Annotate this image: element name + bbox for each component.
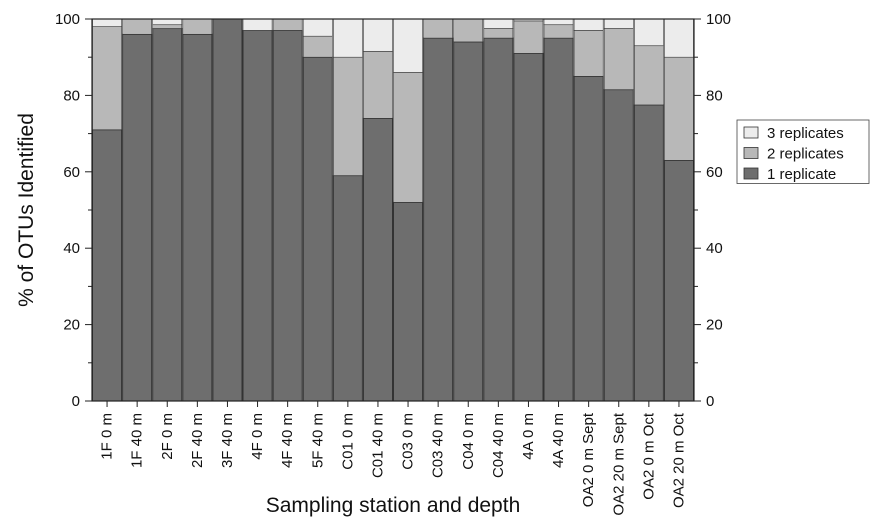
bar-segment-1-replicate-5 [242, 29, 273, 402]
bar-segment-2-replicates-9 [363, 51, 393, 119]
legend-swatch [743, 167, 759, 180]
y-axis-left: 0 20 40 60 80 100 [55, 11, 92, 410]
x-tick-label: OA2 0 m Sept [580, 412, 597, 507]
bar-segment-1-replicate-9 [362, 117, 393, 402]
bar-segment-2-replicates-15 [543, 24, 574, 39]
bar-segment-2-replicates-11 [423, 18, 454, 39]
bar-segment-2-replicates-8 [332, 56, 363, 176]
x-tick-label: 4F 40 m [279, 413, 296, 468]
x-tick-label: 4A 0 m [520, 413, 537, 460]
bar-segment-1-replicate-8 [332, 175, 363, 402]
bar-segment-2-replicates-14 [513, 20, 544, 54]
x-axis-title: Sampling station and depth [266, 494, 521, 517]
x-tick-label: C04 40 m [490, 413, 507, 478]
bar-segment-1-replicate-12 [453, 41, 484, 402]
bar-segment-1-replicate-10 [393, 201, 424, 402]
bar-segment-2-replicates-13 [483, 28, 514, 39]
legend-label: 3 replicates [767, 125, 844, 142]
bar-segment-1-replicate-18 [633, 104, 664, 402]
y-tick-label-left: 100 [55, 11, 80, 28]
bar-segment-1-replicate-7 [302, 56, 333, 402]
bar-segment-2-replicates-17 [603, 28, 634, 90]
bar-segment-3-replicates-7 [302, 18, 333, 37]
y-axis-right: 0 20 40 60 80 100 [694, 11, 731, 410]
bar-segment-3-replicates-18 [633, 18, 664, 47]
bar-segment-3-replicates-13 [483, 18, 514, 29]
x-tick-label: C03 0 m [400, 413, 417, 470]
bar-segment-2-replicates-16 [573, 30, 604, 77]
bar-segment-2-replicates-18 [633, 45, 664, 106]
bar-segment-1-replicate-3 [182, 33, 213, 402]
y-tick-label-left: 40 [63, 240, 80, 257]
y-tick-label-right: 40 [706, 240, 723, 257]
y-axis-title: % of OTUs Identified [15, 113, 38, 307]
bar-segment-3-replicates-0 [92, 18, 122, 27]
y-tick-label-right: 100 [706, 11, 731, 28]
x-tick-label: OA2 20 m Sept [610, 412, 627, 515]
bar-segment-2-replicates-7 [302, 35, 333, 58]
bar-segment-3-replicates-19 [664, 18, 694, 58]
bar-segment-1-replicate-14 [513, 52, 544, 402]
x-tick-label: C01 40 m [369, 413, 386, 478]
bar-segment-1-replicate-4 [212, 18, 243, 402]
x-tick-label: 2F 0 m [159, 413, 176, 460]
y-tick-label-left: 80 [63, 87, 80, 104]
bar-segment-3-replicates-2 [152, 18, 183, 26]
bar-segment-3-replicates-5 [242, 18, 273, 31]
bar-segment-2-replicates-6 [272, 18, 303, 31]
y-tick-label-left: 60 [63, 164, 80, 181]
bar-segment-1-replicate-2 [152, 28, 183, 402]
x-tick-label: C03 40 m [430, 413, 447, 478]
bar-segment-3-replicates-10 [393, 18, 423, 73]
bar-segment-2-replicates-1 [122, 18, 152, 35]
y-tick-label-right: 20 [706, 317, 723, 334]
legend-swatch [743, 126, 759, 139]
y-tick-label-right: 80 [706, 87, 723, 104]
x-tick-label: 1F 40 m [129, 413, 146, 468]
x-tick-label: 4A 40 m [550, 413, 567, 468]
bar-segment-1-replicate-0 [92, 129, 123, 402]
bar-segment-1-replicate-11 [423, 37, 454, 402]
bar-segment-2-replicates-19 [664, 56, 694, 161]
y-tick-label-left: 20 [63, 317, 80, 334]
bar-segment-1-replicate-15 [543, 37, 574, 402]
bar-segment-3-replicates-9 [363, 18, 393, 52]
bar-segment-1-replicate-6 [272, 29, 303, 402]
bar-segment-1-replicate-1 [122, 33, 153, 402]
y-tick-label-right: 0 [706, 393, 714, 410]
x-tick-label: 5F 40 m [309, 413, 326, 468]
x-tick-label: 1F 0 m [99, 413, 116, 460]
y-tick-label-right: 60 [706, 164, 723, 181]
bar-segment-2-replicates-3 [182, 18, 213, 35]
bar-segment-1-replicate-19 [663, 159, 695, 402]
bar-segment-1-replicate-16 [573, 75, 604, 402]
legend-label: 2 replicates [767, 146, 844, 163]
bar-segment-3-replicates-16 [573, 18, 604, 31]
x-tick-label: 2F 40 m [189, 413, 206, 468]
x-tick-label: OA2 20 m Oct [670, 412, 687, 508]
legend-label: 1 replicate [767, 166, 836, 183]
bar-segment-3-replicates-8 [332, 18, 363, 58]
legend: 3 replicates 2 replicates 1 replicate [736, 119, 870, 184]
legend-box [736, 119, 870, 184]
y-tick-label-left: 0 [72, 393, 80, 410]
x-tick-label: 4F 0 m [249, 413, 266, 460]
x-axis: 1F 0 m 1F 40 m 2F 0 m 2F 40 m 3F 40 m 4F 0 m 4… [99, 401, 687, 516]
bar-segment-2-replicates-12 [453, 18, 484, 43]
bar-segment-3-replicates-15 [543, 18, 574, 26]
bar-segment-1-replicate-13 [483, 37, 514, 402]
bar-segment-1-replicate-17 [603, 89, 634, 402]
x-tick-label: C04 0 m [460, 413, 477, 470]
x-tick-label: OA2 0 m Oct [640, 412, 657, 500]
bar-segment-3-replicates-17 [603, 18, 634, 29]
bar-segment-2-replicates-10 [393, 72, 423, 203]
legend-swatch [743, 147, 759, 159]
bar-segment-2-replicates-2 [152, 24, 183, 29]
bar-segment-2-replicates-0 [92, 26, 122, 131]
bars-layer [92, 18, 695, 402]
x-tick-label: C01 0 m [339, 413, 356, 470]
x-tick-label: 3F 40 m [219, 413, 236, 468]
